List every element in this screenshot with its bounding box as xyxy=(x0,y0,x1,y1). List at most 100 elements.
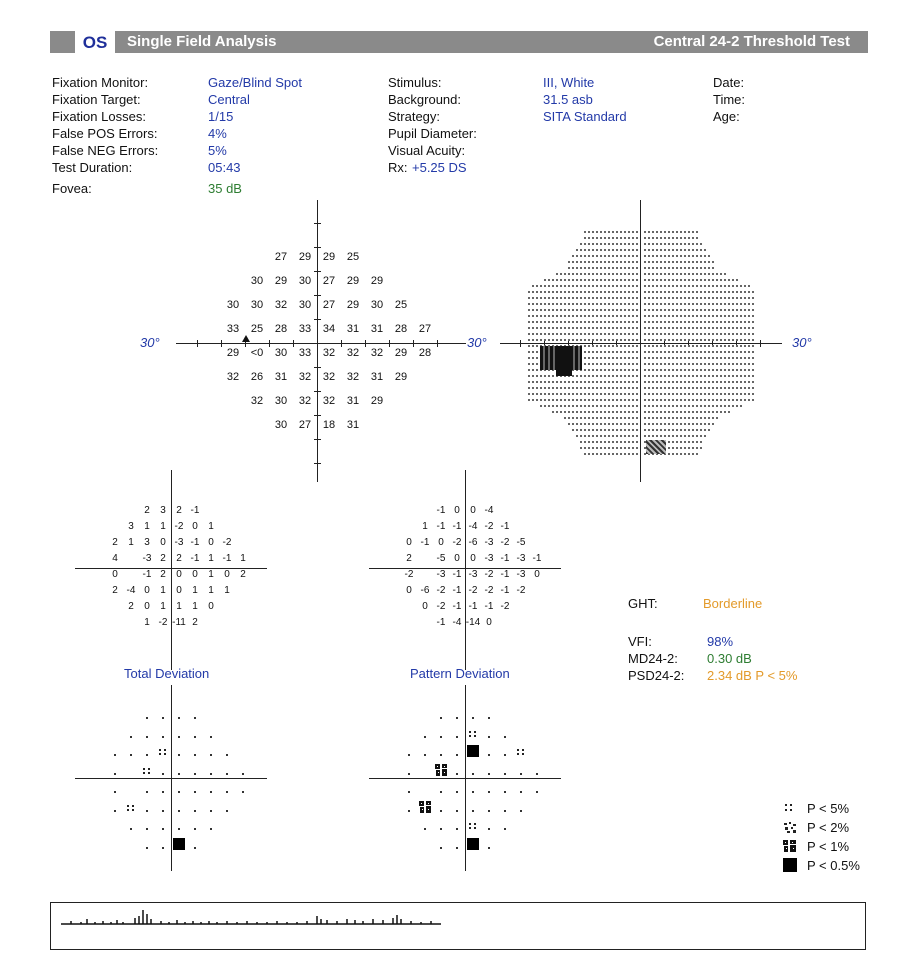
grayscale-dot xyxy=(584,435,586,437)
grayscale-dot xyxy=(696,399,698,401)
grayscale-dot xyxy=(684,309,686,311)
grayscale-dot xyxy=(752,399,754,401)
grayscale-dot xyxy=(636,339,638,341)
prob-normal-icon xyxy=(485,728,493,746)
grayscale-dot xyxy=(584,291,586,293)
grayscale-dot xyxy=(712,411,714,413)
grayscale-dot xyxy=(752,381,754,383)
grayscale-dot xyxy=(548,315,550,317)
grayscale-dot xyxy=(604,303,606,305)
grayscale-dot xyxy=(704,267,706,269)
grayscale-dot xyxy=(652,387,654,389)
grayscale-dot xyxy=(648,381,650,383)
grayscale-dot xyxy=(600,363,602,365)
grayscale-dot xyxy=(596,393,598,395)
grayscale-dot xyxy=(716,357,718,359)
grayscale-dot xyxy=(588,243,590,245)
grayscale-dot xyxy=(668,345,670,347)
axis-tick xyxy=(245,340,246,347)
prob-normal-icon xyxy=(533,783,541,801)
axis-tick xyxy=(314,319,321,320)
grayscale-dot xyxy=(588,351,590,353)
grayscale-dot xyxy=(660,333,662,335)
grayscale-dot xyxy=(596,321,598,323)
grayscale-dot xyxy=(544,321,546,323)
grayscale-dot xyxy=(628,267,630,269)
prob-normal-icon xyxy=(223,746,231,764)
grayscale-dot xyxy=(636,279,638,281)
grayscale-dot xyxy=(596,267,598,269)
grayscale-dot xyxy=(664,297,666,299)
grayscale-dot xyxy=(752,321,754,323)
grayscale-dot xyxy=(684,357,686,359)
grayscale-dot xyxy=(576,315,578,317)
grayscale-dot xyxy=(692,261,694,263)
grayscale-dot xyxy=(648,393,650,395)
grayscale-dot xyxy=(660,309,662,311)
grayscale-dot xyxy=(572,399,574,401)
grayscale-dot xyxy=(620,435,622,437)
grayscale-dot xyxy=(720,363,722,365)
grayscale-dot xyxy=(740,369,742,371)
grayscale-dot xyxy=(636,387,638,389)
grayscale-dot xyxy=(660,345,662,347)
grayscale-dot xyxy=(668,429,670,431)
grayscale-dot xyxy=(608,351,610,353)
grayscale-dot xyxy=(704,339,706,341)
grayscale-dot xyxy=(564,339,566,341)
grayscale-dot xyxy=(588,357,590,359)
grayscale-dot xyxy=(740,399,742,401)
grayscale-dot xyxy=(696,339,698,341)
grayscale-dot xyxy=(556,375,558,377)
grayscale-dot xyxy=(652,369,654,371)
grayscale-dot xyxy=(628,357,630,359)
grayscale-dot xyxy=(732,369,734,371)
grayscale-dot xyxy=(664,429,666,431)
grayscale-dot xyxy=(632,399,634,401)
threshold-value: 25 xyxy=(250,323,264,335)
grayscale-dot xyxy=(688,393,690,395)
grayscale-dot xyxy=(744,369,746,371)
grayscale-dot xyxy=(732,399,734,401)
grayscale-dot xyxy=(632,327,634,329)
grayscale-dot xyxy=(688,279,690,281)
threshold-value: 28 xyxy=(274,323,288,335)
grayscale-dot xyxy=(696,375,698,377)
grayscale-dot xyxy=(676,453,678,455)
grayscale-dot xyxy=(588,369,590,371)
deviation-value: 1 xyxy=(176,601,182,612)
deviation-value: -2 xyxy=(436,601,446,612)
grayscale-dot xyxy=(712,405,714,407)
grayscale-dot xyxy=(636,363,638,365)
grayscale-dot xyxy=(732,405,734,407)
grayscale-dot xyxy=(744,297,746,299)
grayscale-dot xyxy=(552,327,554,329)
grayscale-defect xyxy=(646,440,666,454)
grayscale-dot xyxy=(664,303,666,305)
grayscale-dot xyxy=(712,339,714,341)
grayscale-dot xyxy=(628,273,630,275)
grayscale-dot xyxy=(644,279,646,281)
deviation-value: -1 xyxy=(452,569,462,580)
grayscale-dot xyxy=(700,339,702,341)
grayscale-dot xyxy=(552,333,554,335)
grayscale-dot xyxy=(668,321,670,323)
grayscale-dot xyxy=(740,303,742,305)
grayscale-dot xyxy=(712,387,714,389)
grayscale-dot xyxy=(700,291,702,293)
grayscale-dot xyxy=(680,267,682,269)
grayscale-dot xyxy=(624,345,626,347)
grayscale-dot xyxy=(696,279,698,281)
grayscale-dot xyxy=(584,333,586,335)
grayscale-dot xyxy=(752,363,754,365)
grayscale-dot xyxy=(696,447,698,449)
deviation-value: -2 xyxy=(158,617,168,628)
grayscale-dot xyxy=(656,285,658,287)
prob-normal-icon xyxy=(453,839,461,857)
grayscale-dot xyxy=(648,417,650,419)
grayscale-dot xyxy=(568,297,570,299)
threshold-value: 29 xyxy=(298,251,312,263)
grayscale-dot xyxy=(576,255,578,257)
grayscale-dot xyxy=(600,303,602,305)
grayscale-dot xyxy=(652,405,654,407)
